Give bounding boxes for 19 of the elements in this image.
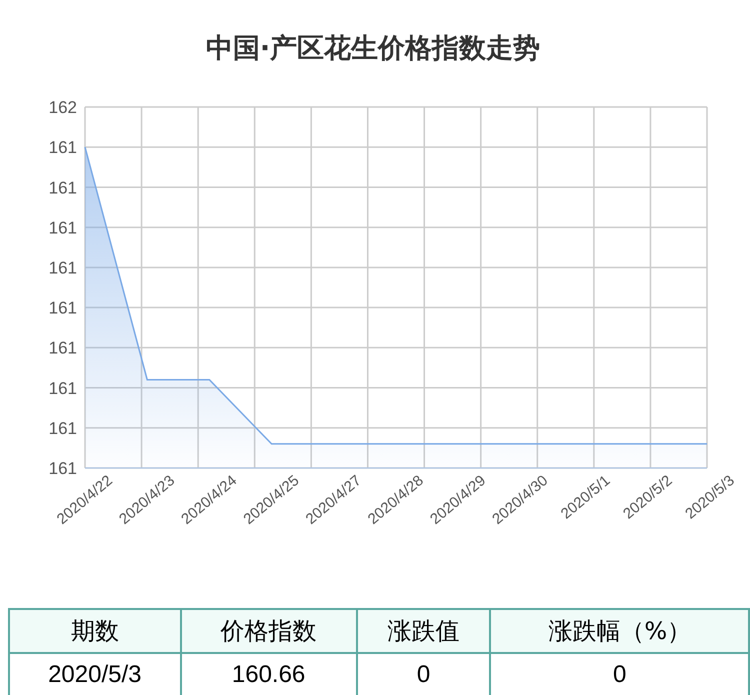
text: 2020/5/3: [9, 653, 181, 695]
text: 涨跌幅（%）: [490, 609, 749, 653]
y-tick-label: 162: [48, 98, 77, 118]
y-tick-label: 161: [48, 378, 77, 398]
y-tick-label: 161: [48, 258, 77, 278]
text: 160.66: [180, 653, 357, 695]
y-tick-label: 161: [48, 338, 77, 358]
y-tick-label: 161: [48, 298, 77, 318]
text: 期数: [9, 609, 181, 653]
text: 0: [490, 653, 749, 695]
text: 价格指数: [180, 609, 357, 653]
text: 0: [356, 653, 490, 695]
text: 涨跌值: [356, 609, 490, 653]
y-tick-label: 161: [48, 218, 77, 238]
y-tick-label: 161: [48, 418, 77, 438]
y-tick-label: 161: [48, 178, 77, 198]
y-tick-label: 161: [48, 459, 77, 478]
y-tick-label: 161: [48, 138, 77, 158]
chart-title: 中国·产区花生价格指数走势: [204, 32, 542, 66]
